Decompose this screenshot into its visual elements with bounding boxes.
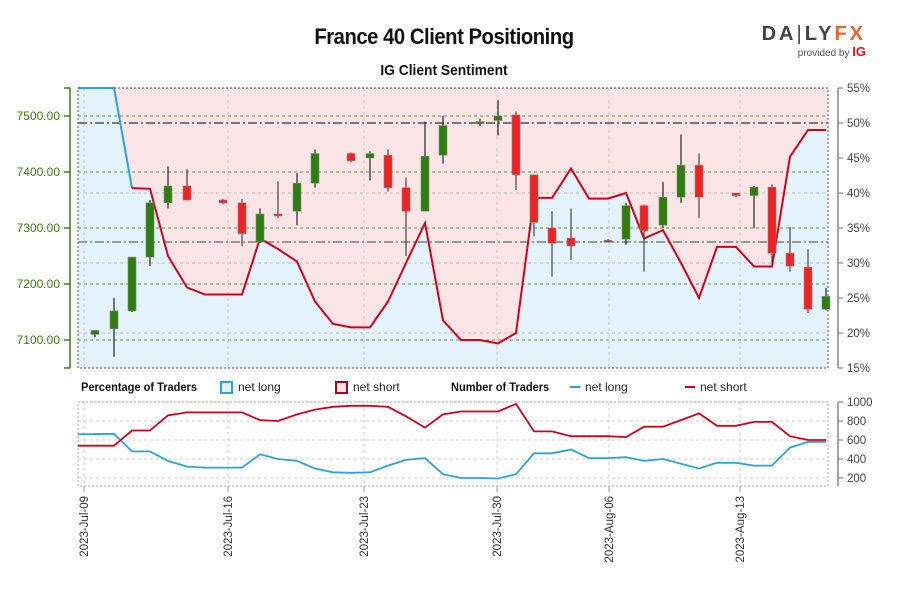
bear-candle: [273, 213, 283, 217]
bull-candle: [821, 296, 831, 310]
date-tick-label: 2023-Jul-30: [492, 496, 504, 557]
count-tick-label: 200: [847, 473, 866, 485]
logo-provided: provided by IG: [760, 44, 866, 62]
date-tick-label: 2023-Jul-09: [79, 496, 91, 557]
bull-candle: [310, 153, 320, 184]
legend-swatch-long-icon: [220, 380, 233, 394]
chart-subtitle: IG Client Sentiment: [380, 62, 508, 79]
pct-tick-label: 30%: [847, 258, 870, 270]
legend-label: net long: [238, 380, 281, 394]
bear-candle: [767, 186, 777, 254]
bull-candle: [145, 202, 155, 258]
bull-candle: [292, 182, 302, 212]
pct-tick-label: 35%: [847, 223, 870, 235]
bear-candle: [383, 154, 393, 188]
bear-candle: [182, 185, 192, 201]
dailyfx-logo: DA|LYFX provided by IG: [760, 24, 866, 62]
bull-candle: [365, 153, 375, 159]
date-tick-label: 2023-Jul-23: [359, 496, 371, 557]
long-fill-area: [78, 88, 828, 368]
count-tick-label: 800: [847, 416, 866, 428]
pct-tick-label: 15%: [847, 363, 870, 375]
pct-tick-label: 55%: [847, 83, 870, 95]
pct-tick-label: 40%: [847, 188, 870, 200]
legend-line-short-icon: [685, 386, 695, 388]
legend-pct-short[interactable]: net short: [335, 380, 400, 394]
legend-label: net short: [353, 380, 400, 394]
lower-plot-border: [77, 401, 829, 487]
bull-candle: [475, 121, 485, 125]
date-tick-label: 2023-Jul-16: [223, 496, 235, 557]
bull-candle: [676, 164, 686, 198]
legend-label: net short: [700, 380, 747, 394]
provided-text: provided by: [797, 48, 853, 59]
legend-swatch-short-icon: [335, 380, 348, 394]
count-line-short: [78, 402, 826, 447]
price-tick-label: 7100.00: [17, 333, 61, 347]
price-tick-label: 7300.00: [17, 221, 61, 235]
price-tick-label: 7200.00: [17, 277, 61, 291]
bear-candle: [566, 237, 576, 247]
pct-tick-label: 20%: [847, 328, 870, 340]
bear-candle: [603, 240, 613, 243]
price-tick-label: 7500.00: [17, 109, 61, 123]
bull-candle: [163, 185, 173, 204]
bull-candle: [90, 330, 100, 335]
bear-candle: [237, 202, 247, 234]
legend-label: net long: [585, 380, 628, 394]
bull-candle: [493, 115, 503, 121]
count-line-long: [77, 432, 826, 480]
legend-num-long[interactable]: net long: [570, 380, 628, 394]
logo-part: DA: [761, 23, 797, 45]
bull-candle: [749, 186, 759, 196]
bear-candle: [639, 205, 649, 232]
bull-candle: [658, 196, 668, 226]
bear-candle: [785, 252, 795, 267]
bear-candle: [547, 227, 557, 244]
date-tick-label: 2023-Aug-13: [735, 496, 747, 563]
bear-candle: [694, 164, 704, 198]
count-tick-label: 400: [847, 454, 866, 466]
sentiment-line-long: [78, 87, 133, 189]
count-tick-label: 1000: [847, 397, 873, 409]
bull-candle: [420, 156, 430, 212]
bear-candle: [731, 192, 741, 196]
price-tick-label: 7400.00: [17, 165, 61, 179]
logo-brand: DA|LYFX: [760, 24, 866, 44]
bear-candle: [346, 153, 356, 162]
pct-tick-label: 50%: [847, 118, 870, 130]
legend-num-title: Number of Traders: [451, 380, 550, 394]
bull-candle: [109, 310, 119, 330]
bull-candle: [255, 213, 265, 243]
count-tick-label: 600: [847, 435, 866, 447]
bull-candle: [127, 256, 137, 312]
bear-candle: [401, 187, 411, 212]
ig-logo: IG: [852, 44, 866, 59]
logo-fx: FX: [834, 23, 866, 45]
plot-border: [77, 87, 829, 369]
logo-sep: |: [796, 23, 805, 45]
bull-candle: [621, 205, 631, 240]
legend-num-short[interactable]: net short: [685, 380, 747, 394]
pct-tick-label: 25%: [847, 293, 870, 305]
bear-candle: [803, 266, 813, 310]
legend-line-long-icon: [570, 386, 580, 388]
logo-part: LY: [804, 23, 835, 45]
bear-candle: [218, 199, 228, 204]
date-tick-label: 2023-Aug-06: [604, 496, 616, 563]
legend-pct-title: Percentage of Traders: [81, 380, 197, 394]
bull-candle: [438, 125, 448, 156]
bear-candle: [511, 114, 521, 176]
legend-pct-long[interactable]: net long: [220, 380, 281, 394]
pct-tick-label: 45%: [847, 153, 870, 165]
bear-candle: [529, 174, 539, 223]
chart-title: France 40 Client Positioning: [314, 24, 574, 49]
